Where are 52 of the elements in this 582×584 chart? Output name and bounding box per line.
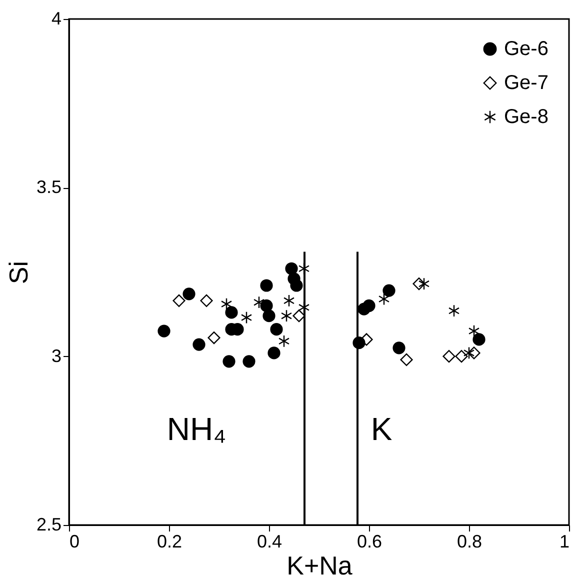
annotation: K <box>370 410 392 447</box>
point <box>382 284 396 297</box>
point <box>172 294 186 307</box>
point <box>240 311 252 324</box>
point <box>362 299 376 312</box>
point <box>463 346 475 360</box>
point <box>412 278 426 290</box>
x-tick-label: 0.6 <box>356 532 382 552</box>
y-tick-label: 3 <box>51 346 62 366</box>
point <box>290 279 303 292</box>
point <box>253 296 265 309</box>
point <box>220 298 232 310</box>
y-tick-label: 2.5 <box>36 514 62 534</box>
point <box>283 294 295 307</box>
x-tick-label: 0.8 <box>456 532 482 552</box>
x-tick-label: 0.2 <box>156 532 182 552</box>
point <box>192 338 206 351</box>
point <box>472 333 486 346</box>
point <box>418 278 430 290</box>
point <box>280 310 292 322</box>
y-axis-title: Si <box>3 260 34 284</box>
point <box>285 262 298 275</box>
point <box>270 323 283 336</box>
point <box>455 350 468 363</box>
point <box>260 279 273 292</box>
point <box>448 304 460 318</box>
point <box>182 288 196 300</box>
point <box>468 324 480 338</box>
point <box>278 334 290 348</box>
point <box>442 350 456 363</box>
point <box>378 292 390 306</box>
legend-label: Ge-7 <box>504 72 548 94</box>
x-tick-label: 0.4 <box>256 532 282 552</box>
legend-label: Ge-6 <box>504 38 548 60</box>
x-tick-label: 0 <box>70 532 80 552</box>
x-axis-title: K+Na <box>286 550 353 580</box>
y-tick-label: 4 <box>51 8 62 28</box>
x-tick-label: 1 <box>559 532 570 552</box>
point <box>400 353 413 366</box>
point <box>268 346 280 360</box>
point <box>200 294 213 307</box>
point <box>242 355 256 368</box>
point <box>262 310 276 322</box>
y-tick-label: 3.5 <box>36 177 62 198</box>
legend-label: Ge-8 <box>504 106 548 128</box>
point <box>208 331 220 344</box>
point <box>222 355 236 368</box>
point <box>158 324 170 338</box>
point <box>468 346 480 360</box>
point <box>392 342 406 354</box>
annotation: NH₄ <box>166 410 226 447</box>
point <box>225 306 238 319</box>
